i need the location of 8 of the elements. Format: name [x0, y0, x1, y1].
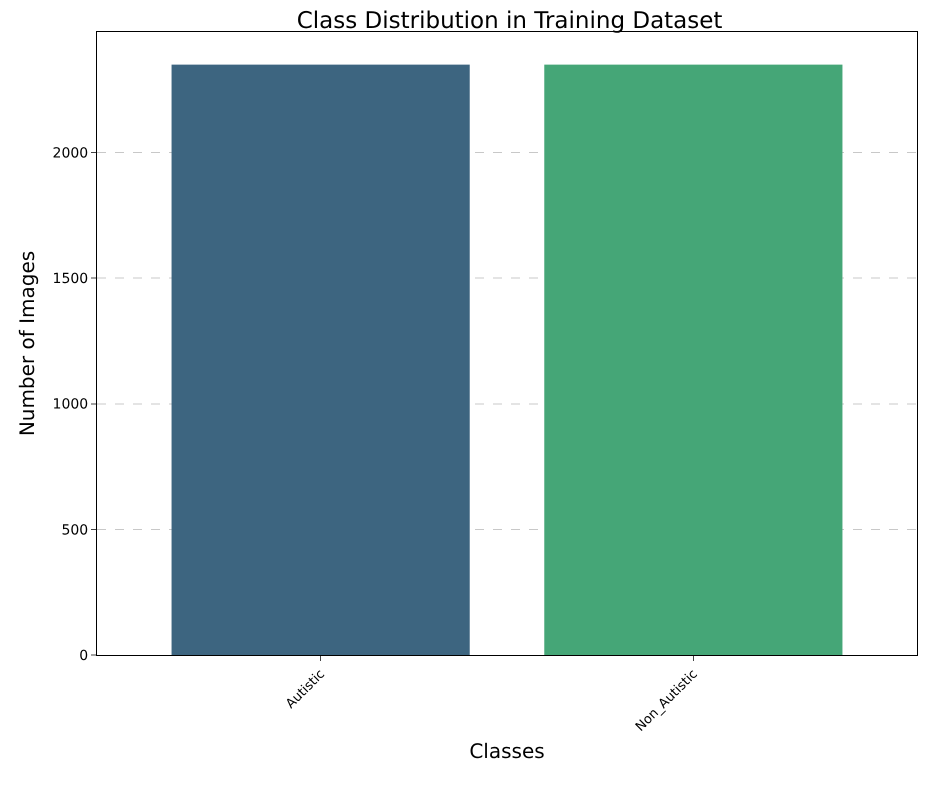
x-axis-title: Classes: [469, 739, 545, 764]
y-tick-label: 500: [61, 522, 88, 538]
y-tick-label: 2000: [52, 145, 88, 162]
y-tick-label: 1000: [52, 396, 88, 413]
chart-title: Class Distribution in Training Dataset: [296, 8, 722, 34]
y-tick-label: 1500: [52, 271, 88, 288]
y-tick-label: 0: [79, 648, 88, 664]
y-axis-title: Number of Images: [15, 250, 40, 436]
